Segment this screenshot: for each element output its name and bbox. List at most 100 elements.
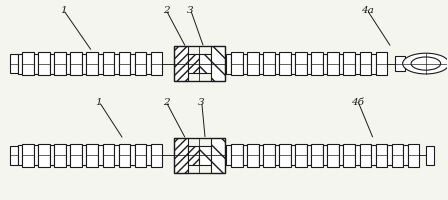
Bar bbox=[231, 53, 242, 76]
Bar bbox=[371, 146, 375, 166]
Bar bbox=[130, 146, 135, 166]
Bar bbox=[82, 146, 86, 166]
Bar bbox=[291, 146, 295, 166]
Bar bbox=[151, 144, 162, 167]
Bar bbox=[54, 144, 66, 167]
Bar bbox=[403, 146, 408, 166]
Bar bbox=[151, 53, 162, 76]
Bar bbox=[263, 144, 275, 167]
Bar bbox=[360, 53, 371, 76]
Bar bbox=[38, 144, 50, 167]
Bar bbox=[70, 53, 82, 76]
Bar bbox=[275, 146, 279, 166]
Bar bbox=[242, 54, 247, 74]
Bar bbox=[408, 144, 419, 167]
Bar bbox=[311, 53, 323, 76]
Bar bbox=[242, 146, 247, 166]
Bar bbox=[360, 144, 371, 167]
Bar bbox=[375, 144, 387, 167]
Text: 2: 2 bbox=[163, 6, 169, 15]
Bar bbox=[174, 47, 225, 82]
Bar bbox=[323, 54, 327, 74]
Bar bbox=[119, 53, 130, 76]
Bar bbox=[188, 55, 199, 74]
Bar bbox=[66, 54, 70, 74]
Bar bbox=[392, 144, 403, 167]
Bar bbox=[279, 144, 291, 167]
Bar bbox=[135, 144, 146, 167]
Bar bbox=[258, 146, 263, 166]
Bar bbox=[174, 47, 188, 82]
Bar bbox=[34, 54, 38, 74]
Circle shape bbox=[411, 58, 440, 71]
Bar bbox=[17, 54, 22, 74]
Bar bbox=[307, 146, 311, 166]
Bar bbox=[291, 54, 295, 74]
Bar bbox=[70, 144, 82, 167]
Bar bbox=[82, 54, 86, 74]
Bar bbox=[339, 54, 344, 74]
Bar bbox=[396, 57, 405, 72]
Bar bbox=[114, 146, 119, 166]
Bar bbox=[247, 53, 258, 76]
Bar bbox=[174, 138, 188, 173]
Bar bbox=[188, 146, 199, 165]
Bar bbox=[98, 54, 103, 74]
Text: 3: 3 bbox=[187, 6, 194, 15]
Bar bbox=[247, 144, 258, 167]
Text: 1: 1 bbox=[95, 98, 102, 106]
Bar bbox=[279, 53, 291, 76]
Bar bbox=[9, 55, 17, 74]
Bar bbox=[130, 54, 135, 74]
Bar bbox=[98, 146, 103, 166]
Bar bbox=[295, 144, 307, 167]
Bar bbox=[199, 55, 211, 74]
Bar bbox=[355, 54, 360, 74]
Bar bbox=[66, 146, 70, 166]
Bar bbox=[226, 54, 231, 74]
Bar bbox=[344, 53, 355, 76]
Bar bbox=[22, 144, 34, 167]
Bar bbox=[50, 146, 54, 166]
Bar bbox=[323, 146, 327, 166]
Bar bbox=[263, 53, 275, 76]
Text: 4а: 4а bbox=[361, 6, 373, 15]
Bar bbox=[54, 53, 66, 76]
Bar bbox=[86, 53, 98, 76]
Text: 1: 1 bbox=[60, 6, 67, 15]
Bar bbox=[355, 146, 360, 166]
Bar bbox=[174, 138, 225, 173]
Bar bbox=[387, 146, 392, 166]
Bar bbox=[311, 144, 323, 167]
Bar bbox=[226, 146, 231, 166]
Bar bbox=[86, 144, 98, 167]
Bar bbox=[22, 53, 34, 76]
Bar bbox=[146, 146, 151, 166]
Bar bbox=[275, 54, 279, 74]
Bar bbox=[231, 144, 242, 167]
Bar bbox=[34, 146, 38, 166]
Bar bbox=[199, 146, 211, 165]
Circle shape bbox=[403, 54, 448, 75]
Bar bbox=[426, 146, 434, 165]
Bar bbox=[103, 144, 114, 167]
Bar bbox=[211, 47, 225, 82]
Bar bbox=[38, 53, 50, 76]
Bar bbox=[50, 54, 54, 74]
Bar bbox=[327, 53, 339, 76]
Text: 3: 3 bbox=[198, 98, 205, 106]
Bar bbox=[135, 53, 146, 76]
Bar bbox=[9, 146, 17, 165]
Bar bbox=[307, 54, 311, 74]
Bar bbox=[17, 146, 22, 166]
Bar bbox=[327, 144, 339, 167]
Bar bbox=[146, 54, 151, 74]
Bar bbox=[114, 54, 119, 74]
Text: 2: 2 bbox=[163, 98, 169, 106]
Bar bbox=[258, 54, 263, 74]
Bar bbox=[295, 53, 307, 76]
Bar bbox=[371, 54, 375, 74]
Text: 4б: 4б bbox=[352, 98, 365, 106]
Bar bbox=[103, 53, 114, 76]
Bar bbox=[339, 146, 344, 166]
